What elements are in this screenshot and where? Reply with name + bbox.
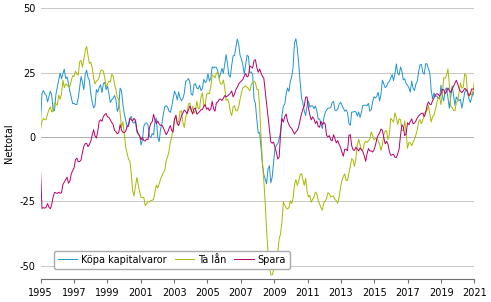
Ta lån — [38, 127, 44, 131]
Ta lån — [145, 200, 151, 204]
Ta lån — [83, 45, 89, 48]
Ta lån — [144, 202, 150, 206]
Ta lån — [269, 273, 275, 277]
Köpa kapitalvaror — [61, 67, 67, 71]
Spara — [275, 157, 281, 161]
Ta lån — [275, 251, 281, 255]
Ta lån — [314, 192, 320, 195]
Ta lån — [61, 86, 67, 89]
Spara — [471, 88, 477, 92]
Line: Ta lån: Ta lån — [41, 47, 474, 275]
Köpa kapitalvaror — [144, 121, 150, 125]
Spara — [144, 137, 150, 141]
Spara — [63, 178, 69, 182]
Spara — [145, 138, 151, 141]
Köpa kapitalvaror — [273, 143, 279, 147]
Köpa kapitalvaror — [314, 109, 320, 113]
Legend: Köpa kapitalvaror, Ta lån, Spara: Köpa kapitalvaror, Ta lån, Spara — [54, 251, 290, 268]
Köpa kapitalvaror — [471, 95, 477, 98]
Spara — [314, 119, 320, 123]
Line: Spara: Spara — [41, 60, 474, 209]
Spara — [38, 169, 44, 173]
Köpa kapitalvaror — [264, 182, 270, 186]
Köpa kapitalvaror — [142, 121, 148, 125]
Köpa kapitalvaror — [38, 119, 44, 123]
Y-axis label: Nettotal: Nettotal — [4, 124, 14, 163]
Ta lån — [471, 79, 477, 82]
Köpa kapitalvaror — [204, 79, 210, 83]
Spara — [48, 207, 54, 210]
Spara — [205, 106, 211, 110]
Köpa kapitalvaror — [293, 37, 299, 40]
Line: Köpa kapitalvaror: Köpa kapitalvaror — [41, 39, 474, 184]
Spara — [252, 58, 258, 62]
Ta lån — [205, 92, 211, 95]
